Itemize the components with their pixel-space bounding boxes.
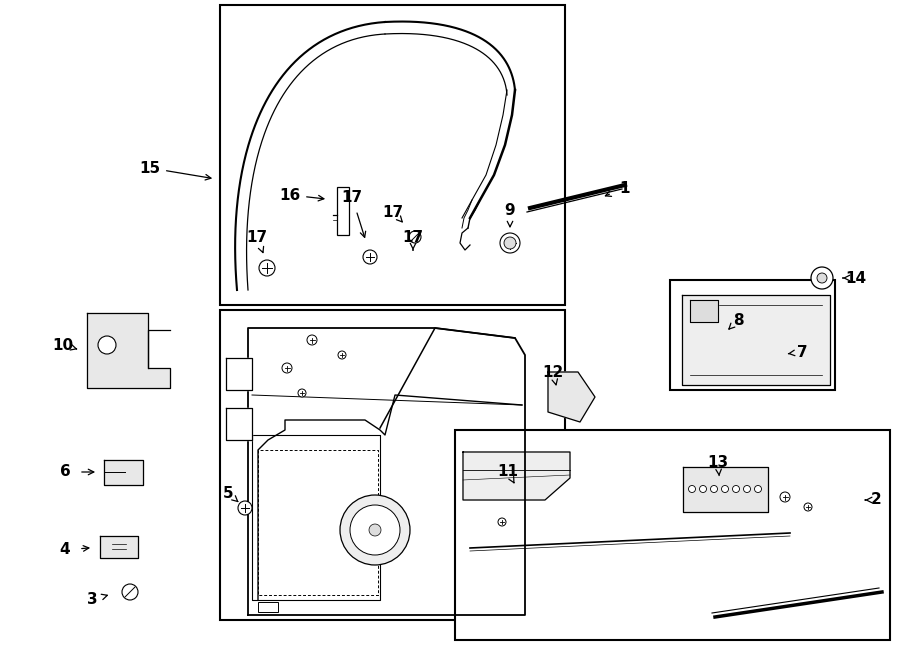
Text: 4: 4	[59, 542, 70, 557]
Circle shape	[498, 518, 506, 526]
Circle shape	[754, 485, 761, 493]
Circle shape	[122, 584, 138, 600]
Circle shape	[282, 363, 292, 373]
Text: 6: 6	[59, 465, 70, 479]
Text: 13: 13	[707, 455, 729, 469]
Text: 3: 3	[86, 592, 97, 608]
Bar	[670, 280, 835, 390]
Circle shape	[743, 485, 751, 493]
Polygon shape	[226, 408, 252, 440]
Bar	[220, 5, 565, 305]
Polygon shape	[100, 536, 138, 558]
Circle shape	[259, 260, 275, 276]
Circle shape	[699, 485, 707, 493]
Text: 17: 17	[341, 189, 363, 205]
Text: 14: 14	[845, 271, 867, 285]
Text: 11: 11	[498, 465, 518, 479]
Circle shape	[504, 237, 516, 249]
Text: 1: 1	[620, 181, 630, 195]
Circle shape	[780, 492, 790, 502]
Circle shape	[307, 335, 317, 345]
Polygon shape	[226, 358, 252, 390]
Circle shape	[688, 485, 696, 493]
Circle shape	[500, 233, 520, 253]
Circle shape	[722, 485, 728, 493]
Circle shape	[733, 485, 740, 493]
Circle shape	[350, 505, 400, 555]
Polygon shape	[104, 460, 143, 485]
Text: 16: 16	[279, 187, 301, 203]
Circle shape	[804, 503, 812, 511]
Bar	[220, 310, 565, 620]
Text: 7: 7	[796, 344, 807, 359]
Text: 17: 17	[402, 230, 424, 244]
Polygon shape	[87, 313, 170, 388]
Text: 9: 9	[505, 203, 516, 218]
Polygon shape	[548, 372, 595, 422]
Bar	[455, 430, 890, 640]
Text: 15: 15	[140, 160, 160, 175]
Text: 12: 12	[543, 365, 563, 379]
Polygon shape	[690, 300, 718, 322]
Text: 17: 17	[382, 205, 403, 220]
Text: 2: 2	[870, 493, 881, 508]
Polygon shape	[683, 467, 768, 512]
Circle shape	[363, 250, 377, 264]
Text: 17: 17	[247, 230, 267, 244]
Bar	[337, 187, 349, 235]
Circle shape	[238, 501, 252, 515]
Bar	[258, 602, 278, 612]
Circle shape	[710, 485, 717, 493]
Text: 8: 8	[733, 312, 743, 328]
Circle shape	[338, 351, 346, 359]
Polygon shape	[463, 452, 570, 500]
Circle shape	[811, 267, 833, 289]
Circle shape	[817, 273, 827, 283]
Circle shape	[298, 389, 306, 397]
Circle shape	[409, 231, 421, 243]
Polygon shape	[682, 295, 830, 385]
Text: 5: 5	[222, 485, 233, 500]
Circle shape	[340, 495, 410, 565]
Circle shape	[369, 524, 381, 536]
Text: 10: 10	[52, 338, 74, 352]
Circle shape	[98, 336, 116, 354]
